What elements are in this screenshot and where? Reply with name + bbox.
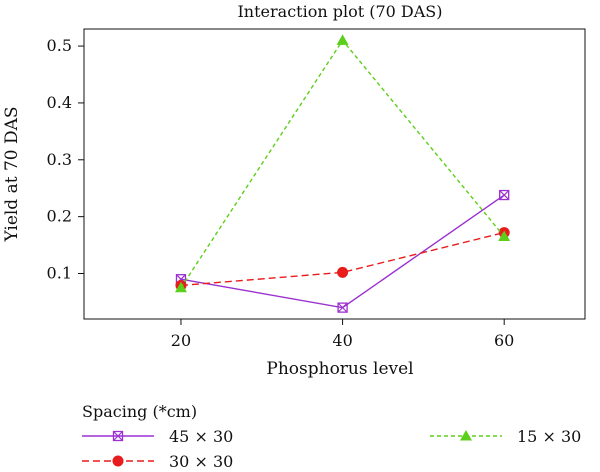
x-tick-label: 60 — [494, 331, 514, 350]
data-point-marker — [337, 266, 349, 278]
legend-label: 45 × 30 — [169, 427, 233, 446]
series-1 — [175, 227, 510, 291]
data-point-marker — [336, 34, 349, 45]
y-axis-label: Yield at 70 DAS — [2, 106, 22, 242]
y-axis: 0.1 0.2 0.3 0.4 0.5 — [47, 36, 84, 283]
series-line — [180, 39, 505, 289]
y-tick-label: 0.2 — [47, 207, 72, 226]
y-tick-label: 0.4 — [47, 93, 72, 112]
data-point-marker — [174, 281, 187, 293]
plot-area-frame — [83, 28, 586, 320]
data-point-marker — [499, 189, 510, 201]
series-2 — [174, 34, 511, 293]
series-0 — [175, 189, 510, 313]
legend-label: 30 × 30 — [169, 452, 233, 471]
y-tick-label: 0.1 — [47, 264, 72, 283]
data-point-marker — [337, 302, 348, 313]
legend-item: 15 × 30 — [430, 427, 581, 446]
x-tick-label: 20 — [171, 331, 191, 350]
x-axis: 20 40 60 — [171, 319, 514, 350]
chart-title: Interaction plot (70 DAS) — [237, 2, 442, 21]
legend-item: 45 × 30 — [82, 427, 233, 446]
legend-label: 15 × 30 — [517, 427, 581, 446]
legend-marker — [112, 430, 124, 442]
legend: 45 × 30 30 × 30 15 × 30 — [82, 427, 581, 471]
y-tick-label: 0.3 — [47, 150, 72, 169]
y-tick-label: 0.5 — [47, 36, 72, 55]
data-point-marker — [498, 230, 511, 242]
legend-marker — [460, 430, 472, 441]
series-line — [180, 194, 505, 309]
legend-item: 30 × 30 — [82, 452, 233, 471]
x-axis-label: Phosphorus level — [266, 359, 413, 379]
legend-title: Spacing (*cm) — [82, 402, 197, 421]
legend-marker — [112, 455, 124, 467]
x-tick-label: 40 — [332, 331, 352, 350]
series-layer — [174, 34, 511, 313]
